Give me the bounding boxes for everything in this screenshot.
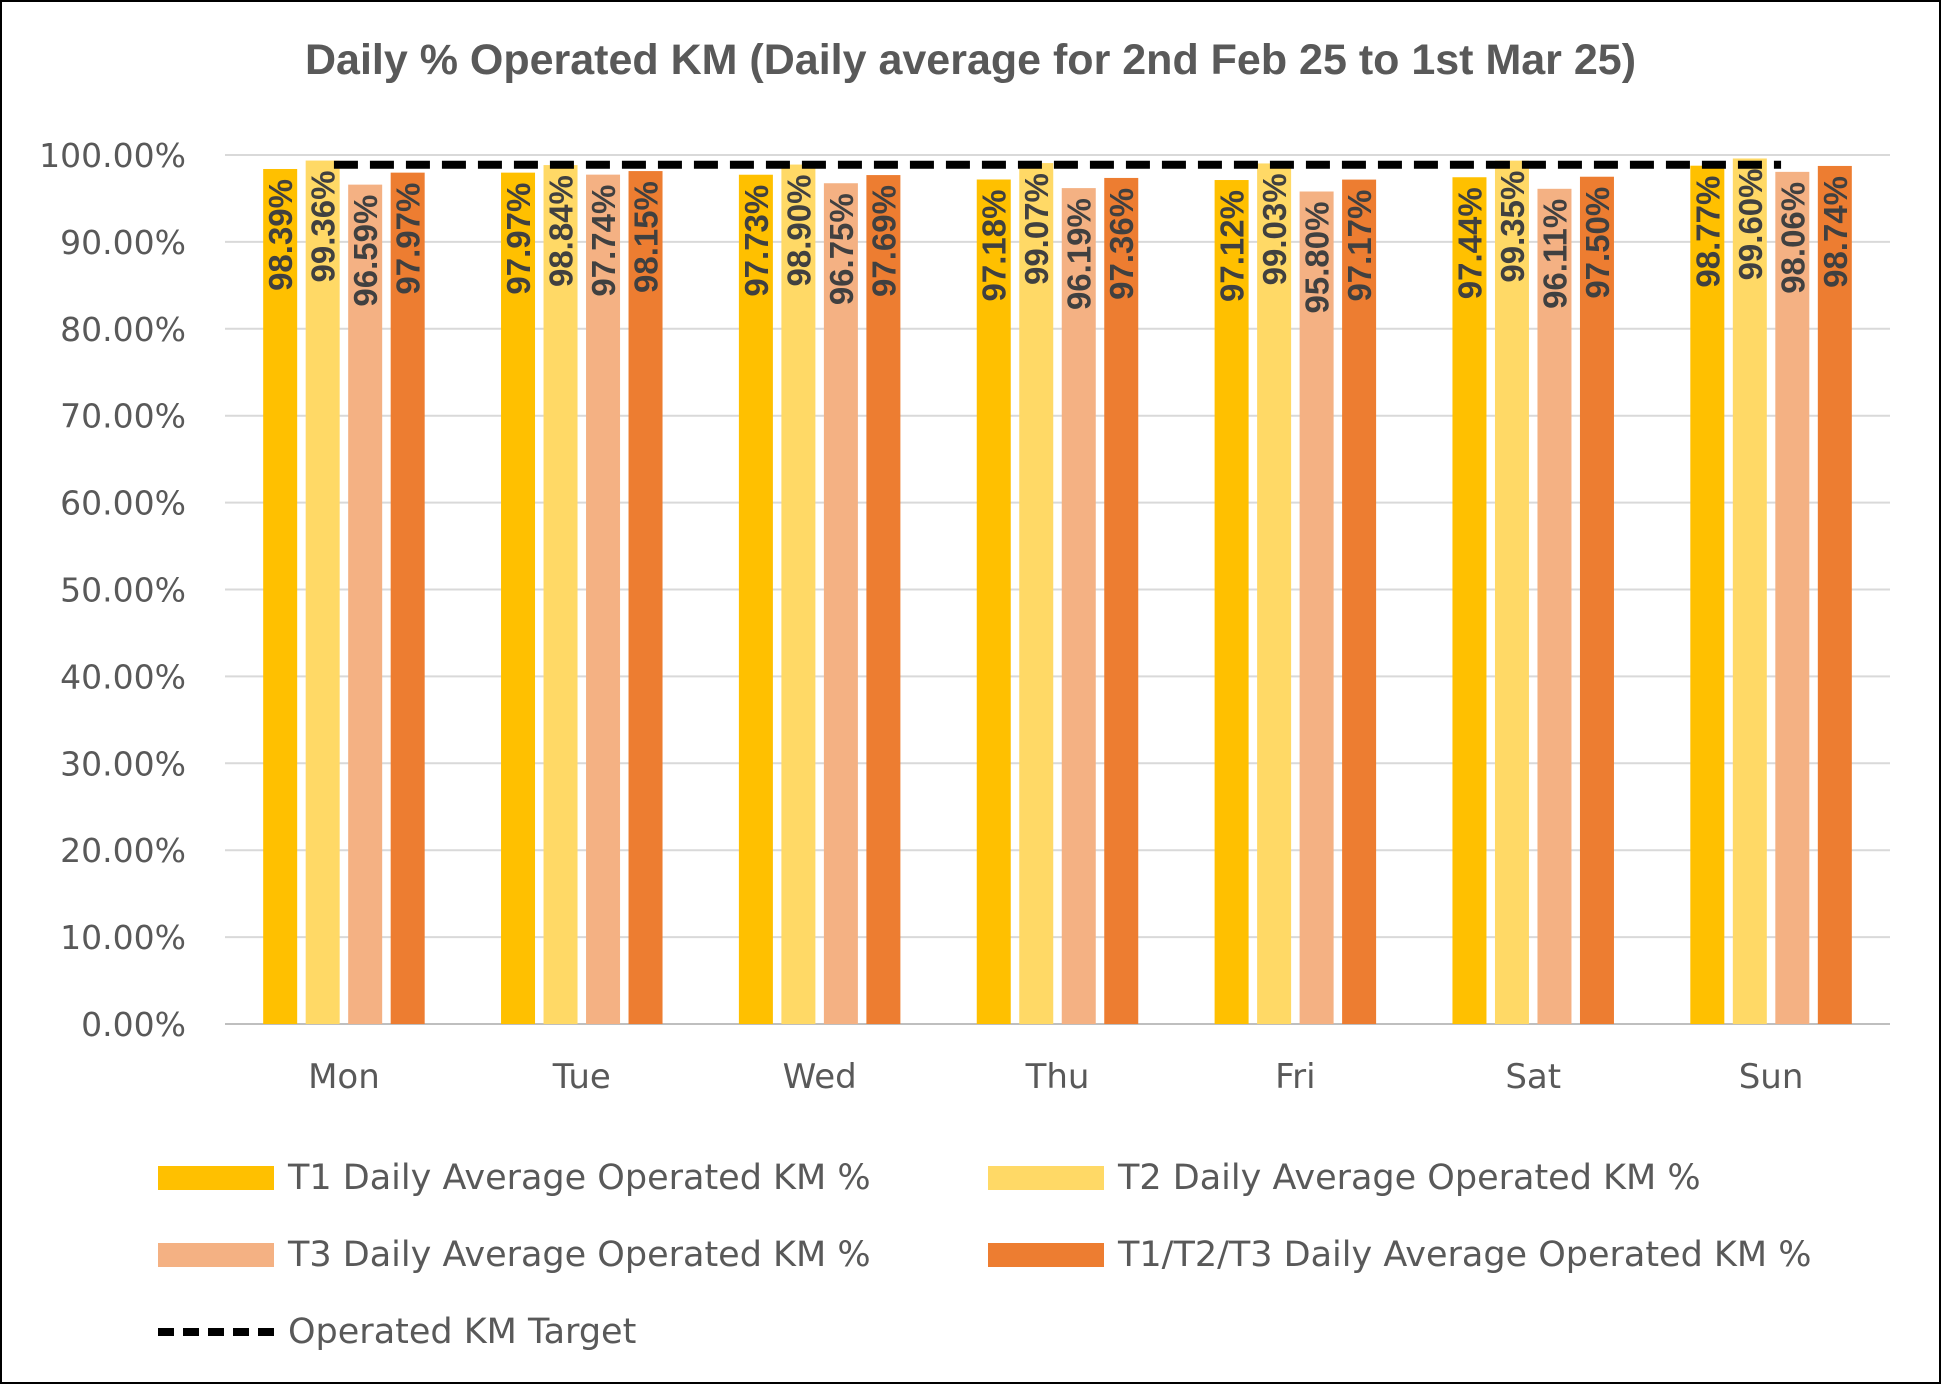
bar-fri-series-2 [1257, 163, 1292, 1024]
data-label: 96.11% [1536, 199, 1573, 309]
legend-entry-t3: T3 Daily Average Operated KM % [158, 1230, 871, 1280]
bar-thu-series-2 [1019, 163, 1054, 1025]
bar-tue-series-4 [628, 171, 663, 1024]
legend-label-t1: T1 Daily Average Operated KM % [288, 1158, 871, 1198]
data-label: 98.06% [1774, 182, 1811, 294]
bar-tue-series-2 [543, 165, 578, 1025]
bar-wed-series-1 [738, 174, 773, 1024]
y-tick-label: 50.00% [60, 571, 186, 610]
data-label: 99.60% [1732, 168, 1769, 280]
y-tick-label: 30.00% [60, 744, 186, 783]
data-label: 97.12% [1214, 190, 1251, 302]
x-tick-label: Mon [308, 1057, 380, 1097]
data-label: 99.36% [305, 171, 342, 283]
bar-mon-series-4 [390, 172, 425, 1025]
legend-entry-t1: T1 Daily Average Operated KM % [158, 1153, 871, 1203]
y-tick-label: 60.00% [60, 484, 186, 523]
data-label: 99.03% [1256, 173, 1293, 285]
legend-entry-target: Operated KM Target [158, 1307, 636, 1357]
bar-thu-series-1 [976, 179, 1011, 1024]
bar-sat-series-1 [1452, 177, 1487, 1024]
y-tick-label: 40.00% [60, 657, 186, 696]
x-tick-label: Sun [1739, 1057, 1804, 1097]
bar-sun-series-2 [1732, 158, 1767, 1024]
data-label: 97.97% [390, 183, 427, 295]
y-tick-label: 70.00% [60, 397, 186, 436]
x-tick-label: Wed [783, 1057, 857, 1097]
data-label: 98.39% [262, 179, 299, 291]
bar-fri-series-1 [1214, 180, 1249, 1024]
data-label: 96.75% [823, 193, 860, 305]
bar-mon-series-2 [305, 160, 340, 1025]
legend-swatch-t2 [988, 1166, 1104, 1190]
data-label: 97.69% [865, 185, 902, 297]
data-label: 98.90% [780, 175, 817, 287]
bar-wed-series-4 [866, 175, 901, 1024]
y-tick-label: 20.00% [60, 831, 186, 870]
bar-fri-series-3 [1299, 191, 1334, 1025]
data-label: 97.50% [1579, 187, 1616, 299]
legend-label-t2: T2 Daily Average Operated KM % [1118, 1158, 1701, 1198]
data-label: 98.84% [543, 175, 580, 287]
legend-entry-t2: T2 Daily Average Operated KM % [988, 1153, 1701, 1203]
legend-entry-combined: T1/T2/T3 Daily Average Operated KM % [988, 1230, 1811, 1280]
bar-fri-series-4 [1342, 179, 1377, 1024]
data-label: 97.17% [1341, 190, 1378, 302]
x-tick-label: Tue [552, 1057, 611, 1097]
y-tick-label: 80.00% [60, 310, 186, 349]
legend-swatch-t1 [158, 1166, 274, 1190]
data-label: 97.74% [585, 185, 622, 297]
legend: T1 Daily Average Operated KM % T2 Daily … [150, 1135, 1850, 1355]
x-tick-label: Fri [1275, 1057, 1316, 1097]
bar-sat-series-4 [1579, 176, 1614, 1025]
bar-sun-series-1 [1690, 165, 1725, 1024]
bar-wed-series-3 [823, 183, 858, 1024]
data-label: 96.59% [347, 195, 384, 307]
legend-swatch-target [158, 1328, 274, 1336]
y-tick-label: 90.00% [60, 223, 186, 262]
legend-label-t3: T3 Daily Average Operated KM % [288, 1235, 871, 1275]
bar-tue-series-1 [501, 172, 536, 1025]
data-label: 98.77% [1689, 176, 1726, 288]
y-axis-tick-labels: 0.00% 10.00% 20.00% 30.00% 40.00% 50.00% 60.00… [39, 136, 186, 1044]
bar-wed-series-2 [781, 164, 816, 1024]
legend-label-combined: T1/T2/T3 Daily Average Operated KM % [1118, 1235, 1812, 1275]
data-label: 97.73% [738, 185, 775, 297]
bar-mon-series-3 [348, 184, 383, 1024]
data-label: 97.36% [1103, 188, 1140, 300]
bar-sun-series-4 [1817, 165, 1852, 1024]
bars [263, 158, 1852, 1025]
bar-sun-series-3 [1775, 171, 1810, 1025]
data-label: 99.35% [1494, 171, 1531, 283]
data-label: 97.44% [1451, 187, 1488, 299]
bar-mon-series-1 [263, 168, 298, 1024]
bar-tue-series-3 [586, 174, 621, 1024]
y-tick-label: 10.00% [60, 918, 186, 957]
data-labels: 98.39% 99.36% 96.59% 97.97% 97.97% 98.84% 97.7… [262, 168, 1854, 313]
data-label: 99.07% [1018, 173, 1055, 285]
data-label: 96.19% [1061, 198, 1098, 310]
data-label: 95.80% [1299, 201, 1336, 313]
data-label: 98.15% [628, 181, 665, 293]
y-tick-label: 0.00% [81, 1005, 186, 1044]
chart-title: Daily % Operated KM (Daily average for 2… [304, 36, 1637, 84]
data-label: 98.74% [1817, 176, 1854, 288]
x-tick-label: Sat [1505, 1057, 1561, 1097]
legend-label-target: Operated KM Target [288, 1312, 637, 1352]
data-label: 97.97% [500, 183, 537, 295]
gridlines [225, 154, 1890, 1025]
x-tick-label: Thu [1025, 1057, 1090, 1097]
legend-swatch-combined [988, 1243, 1104, 1267]
bar-sat-series-2 [1494, 160, 1529, 1024]
bar-sat-series-3 [1537, 188, 1572, 1025]
bar-thu-series-3 [1061, 188, 1096, 1025]
x-axis-tick-labels: Mon Tue Wed Thu Fri Sat Sun [308, 1057, 1803, 1097]
y-tick-label: 100.00% [39, 136, 186, 175]
data-label: 97.18% [976, 190, 1013, 302]
bar-thu-series-4 [1104, 177, 1139, 1025]
legend-swatch-t3 [158, 1243, 274, 1267]
